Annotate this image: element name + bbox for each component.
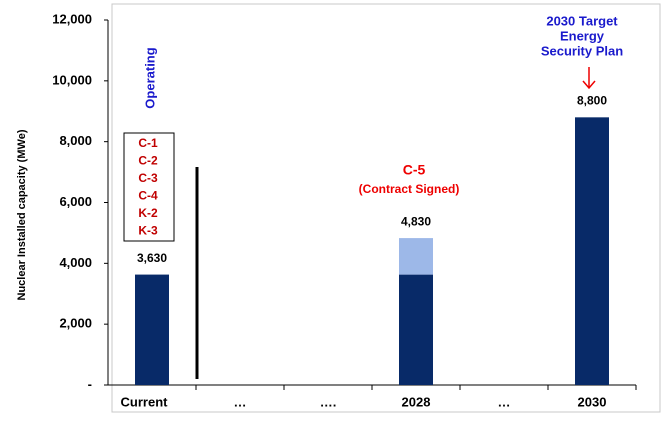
plant-label: C-4 [138, 189, 158, 203]
x-tick-label: …. [320, 394, 337, 409]
bar [399, 274, 433, 385]
total-label: 3,630 [137, 251, 167, 265]
plant-label: K-2 [138, 206, 158, 220]
y-tick-label: 8,000 [59, 133, 92, 148]
plant-label: C-1 [138, 136, 158, 150]
target-label: Security Plan [541, 43, 623, 58]
y-tick-label: 10,000 [52, 72, 92, 87]
plant-label: C-3 [138, 171, 158, 185]
plant-label: C-2 [138, 154, 158, 168]
chart-frame [111, 3, 661, 413]
x-tick-label: 2030 [578, 394, 607, 409]
x-tick-label: 2028 [402, 394, 431, 409]
y-tick-label: - [88, 376, 92, 391]
operating-label: Operating [142, 47, 157, 108]
y-tick-label: 6,000 [59, 194, 92, 209]
total-label: 4,830 [401, 214, 431, 228]
y-tick-label: 12,000 [52, 11, 92, 26]
target-label: Energy [560, 28, 605, 43]
target-label: 2030 Target [546, 13, 618, 28]
plant-label: K-3 [138, 224, 158, 238]
x-tick-label: … [498, 394, 511, 409]
arrow-head [582, 80, 596, 90]
y-axis-label: Nuclear Installed capacity (MWe) [16, 129, 28, 300]
y-tick-label: 4,000 [59, 255, 92, 270]
bar [135, 274, 169, 385]
y-tick-label: 2,000 [59, 316, 92, 331]
c5-label: C-5 [403, 162, 426, 178]
bar [399, 238, 433, 275]
total-label: 8,800 [577, 94, 607, 108]
plant-box [123, 132, 175, 242]
x-tick-label: … [234, 394, 247, 409]
c5-note: (Contract Signed) [359, 182, 460, 196]
bar [575, 117, 609, 385]
x-tick-label: Current [121, 394, 169, 409]
